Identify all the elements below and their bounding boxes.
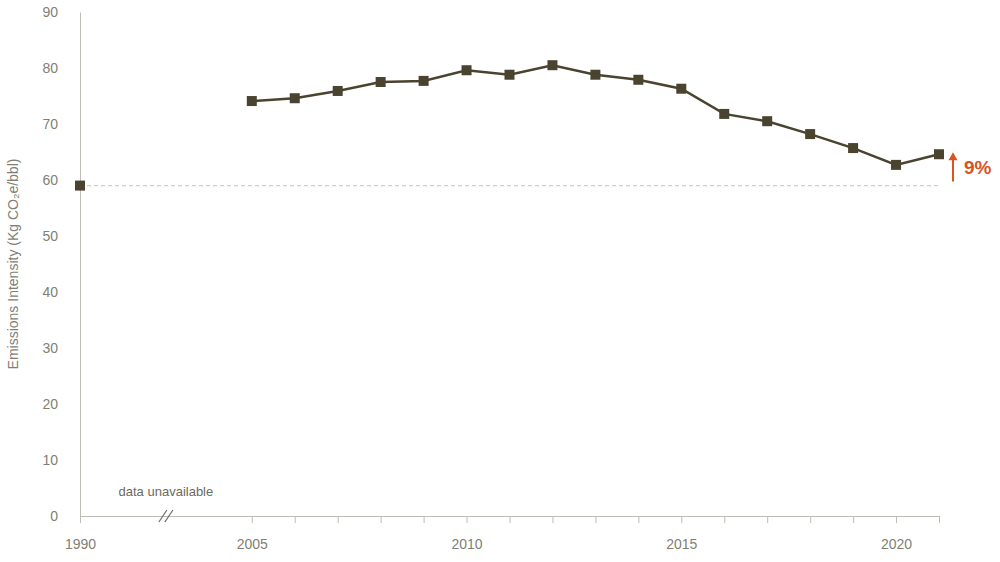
y-tick: 20 [42, 396, 80, 412]
marker [505, 70, 515, 80]
x-tick-mark [338, 516, 339, 523]
y-axis-title: Emissions Intensity (Kg CO₂e/bbl) [5, 159, 21, 370]
y-tick-label: 60 [42, 172, 58, 188]
x-tick-mark [724, 516, 725, 523]
x-axis: 1990 2005 2010 2015 2020 [65, 516, 940, 552]
y-tick: 90 [42, 4, 80, 20]
x-tick [552, 516, 553, 523]
y-tick-label: 10 [42, 452, 58, 468]
x-tick-mark [552, 516, 553, 523]
chart: 0 10 20 30 40 50 60 70 80 90 1990 2005 2010 2015 2020 d… [0, 0, 1000, 562]
x-tick-mark [252, 516, 253, 523]
x-tick-mark [810, 516, 811, 523]
y-tick: 70 [42, 116, 80, 132]
x-tick [338, 516, 339, 523]
marker [376, 77, 386, 87]
x-tick [767, 516, 768, 523]
x-tick: 2005 [237, 516, 268, 552]
x-tick [638, 516, 639, 523]
x-tick [939, 516, 940, 523]
x-tick-label: 2020 [881, 536, 912, 552]
annotation: data unavailable [119, 484, 214, 499]
y-tick-label: 70 [42, 116, 58, 132]
x-tick [810, 516, 811, 523]
y-axis: 0 10 20 30 40 50 60 70 80 90 [42, 4, 80, 524]
x-tick-mark [381, 516, 382, 523]
x-tick-mark [424, 516, 425, 523]
y-tick: 10 [42, 452, 80, 468]
x-tick [853, 516, 854, 523]
x-tick: 2010 [451, 516, 482, 552]
marker [419, 76, 429, 86]
y-tick-label: 30 [42, 340, 58, 356]
y-tick-label: 0 [50, 508, 58, 524]
marker [891, 160, 901, 170]
x-tick-mark [896, 516, 897, 523]
y-tick-label: 40 [42, 284, 58, 300]
x-tick-mark [295, 516, 296, 523]
x-tick-mark [467, 516, 468, 523]
marker [547, 60, 557, 70]
marker [462, 65, 472, 75]
marker [719, 109, 729, 119]
marker [290, 93, 300, 103]
annotation: 9% [964, 157, 992, 178]
y-tick: 80 [42, 60, 80, 76]
y-tick-label: 20 [42, 396, 58, 412]
x-tick-label: 2015 [666, 536, 697, 552]
x-tick [424, 516, 425, 523]
x-tick: 1990 [65, 516, 96, 552]
x-tick [595, 516, 596, 523]
x-axis-line [81, 517, 940, 524]
x-tick-mark [638, 516, 639, 523]
y-tick-label: 80 [42, 60, 58, 76]
change-annotation: 9% [949, 152, 992, 181]
y-axis-line [80, 13, 81, 517]
x-tick [295, 516, 296, 523]
axis-break-line [165, 510, 173, 522]
arrow-head [949, 152, 958, 160]
x-tick: 2020 [881, 516, 912, 552]
x-tick-mark [853, 516, 854, 523]
marker [75, 181, 85, 191]
marker [333, 86, 343, 96]
marker [590, 70, 600, 80]
x-tick-mark [767, 516, 768, 523]
axis-break [159, 510, 173, 522]
x-tick [724, 516, 725, 523]
arrow-shaft [952, 158, 954, 181]
marker [805, 129, 815, 139]
x-tick-mark [681, 516, 682, 523]
marker [848, 143, 858, 153]
marker [633, 75, 643, 85]
x-tick-label: 2005 [237, 536, 268, 552]
x-tick [381, 516, 382, 523]
y-tick: 30 [42, 340, 80, 356]
x-tick [510, 516, 511, 523]
x-tick-mark [80, 516, 81, 523]
marker [676, 84, 686, 94]
x-tick: 2015 [666, 516, 697, 552]
y-tick: 40 [42, 284, 80, 300]
baseline [80, 185, 939, 186]
x-tick-label: 1990 [65, 536, 96, 552]
x-tick-mark [939, 516, 940, 523]
x-tick-mark [510, 516, 511, 523]
y-tick-label: 50 [42, 228, 58, 244]
line [80, 65, 939, 185]
marker [247, 96, 257, 106]
y-tick-label: 90 [42, 4, 58, 20]
x-tick-mark [595, 516, 596, 523]
y-tick: 60 [42, 172, 80, 188]
plot-area [75, 60, 944, 190]
y-tick: 0 [50, 508, 80, 524]
marker [934, 149, 944, 159]
marker [762, 116, 772, 126]
y-tick: 50 [42, 228, 80, 244]
x-tick-label: 2010 [451, 536, 482, 552]
